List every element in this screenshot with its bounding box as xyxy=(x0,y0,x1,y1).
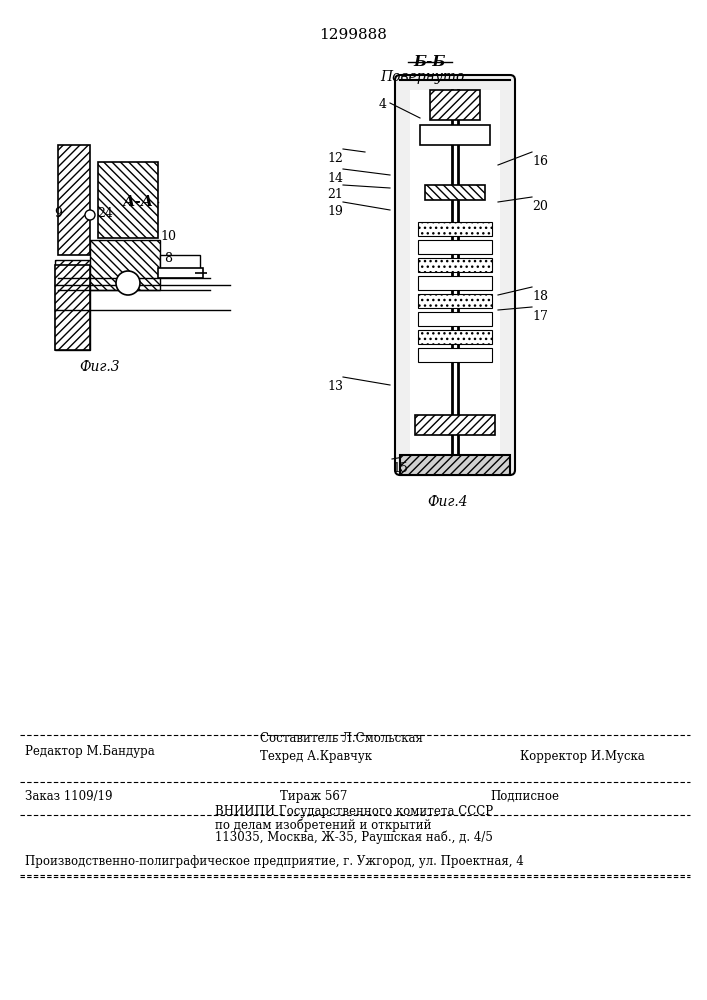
Bar xyxy=(415,415,495,435)
Text: 15: 15 xyxy=(392,462,408,475)
Text: 4: 4 xyxy=(379,98,387,111)
Text: 18: 18 xyxy=(532,290,548,303)
Bar xyxy=(418,258,492,272)
Circle shape xyxy=(85,210,95,220)
Bar xyxy=(418,312,492,326)
Text: 10: 10 xyxy=(160,230,176,243)
Bar xyxy=(420,125,490,145)
Text: 24: 24 xyxy=(97,207,113,220)
Bar xyxy=(415,415,495,435)
Text: 12: 12 xyxy=(327,152,343,165)
Text: Корректор И.Муска: Корректор И.Муска xyxy=(520,750,645,763)
Bar xyxy=(160,255,200,275)
Bar xyxy=(430,90,480,120)
Text: Тираж 567: Тираж 567 xyxy=(280,790,347,803)
Text: 19: 19 xyxy=(327,205,343,218)
Bar xyxy=(418,330,492,344)
Text: 9: 9 xyxy=(54,207,62,220)
Bar xyxy=(55,260,90,350)
Bar xyxy=(418,348,492,362)
Bar xyxy=(418,258,492,272)
Bar xyxy=(400,455,510,475)
Text: 1299888: 1299888 xyxy=(319,28,387,42)
Bar xyxy=(418,294,492,308)
Text: 16: 16 xyxy=(532,155,548,168)
Bar xyxy=(418,240,492,254)
Bar xyxy=(425,185,485,200)
Text: Фиг.3: Фиг.3 xyxy=(80,360,120,374)
Bar xyxy=(98,162,158,238)
Text: А-А: А-А xyxy=(122,195,153,209)
Text: Заказ 1109/19: Заказ 1109/19 xyxy=(25,790,112,803)
Bar xyxy=(55,265,90,350)
Text: 13: 13 xyxy=(327,380,343,393)
Text: Повернуто: Повернуто xyxy=(380,70,464,84)
Bar xyxy=(58,145,90,255)
Text: 21: 21 xyxy=(327,188,343,201)
Text: 8: 8 xyxy=(164,252,172,265)
Bar xyxy=(55,265,90,350)
Text: Б-Б: Б-Б xyxy=(414,55,446,69)
Bar xyxy=(418,222,492,236)
Bar xyxy=(58,145,90,255)
Bar xyxy=(418,294,492,308)
Bar xyxy=(418,222,492,236)
Bar xyxy=(98,162,158,238)
Bar xyxy=(430,90,480,120)
Bar xyxy=(418,330,492,344)
Bar xyxy=(410,90,500,460)
Text: Редактор М.Бандура: Редактор М.Бандура xyxy=(25,745,155,758)
Text: 14: 14 xyxy=(327,172,343,185)
Bar xyxy=(90,240,160,290)
Text: Фиг.4: Фиг.4 xyxy=(428,495,468,509)
Bar xyxy=(90,240,160,290)
Text: Техред А.Кравчук: Техред А.Кравчук xyxy=(260,750,372,763)
Text: Составитель Л.Смольская: Составитель Л.Смольская xyxy=(260,732,423,745)
Bar xyxy=(55,260,90,350)
Text: Подписное: Подписное xyxy=(490,790,559,803)
Bar xyxy=(418,276,492,290)
Bar xyxy=(158,268,203,278)
Text: по делам изобретений и открытий: по делам изобретений и открытий xyxy=(215,818,431,832)
Text: 113035, Москва, Ж-35, Раушская наб., д. 4/5: 113035, Москва, Ж-35, Раушская наб., д. … xyxy=(215,831,493,844)
Circle shape xyxy=(116,271,140,295)
Text: Производственно-полиграфическое предприятие, г. Ужгород, ул. Проектная, 4: Производственно-полиграфическое предприя… xyxy=(25,855,524,868)
Bar xyxy=(400,455,510,475)
Bar xyxy=(425,185,485,200)
Text: ВНИИПИ Государственного комитета СССР: ВНИИПИ Государственного комитета СССР xyxy=(215,805,493,818)
Text: 17: 17 xyxy=(532,310,548,323)
Text: 20: 20 xyxy=(532,200,548,213)
FancyBboxPatch shape xyxy=(395,75,515,475)
